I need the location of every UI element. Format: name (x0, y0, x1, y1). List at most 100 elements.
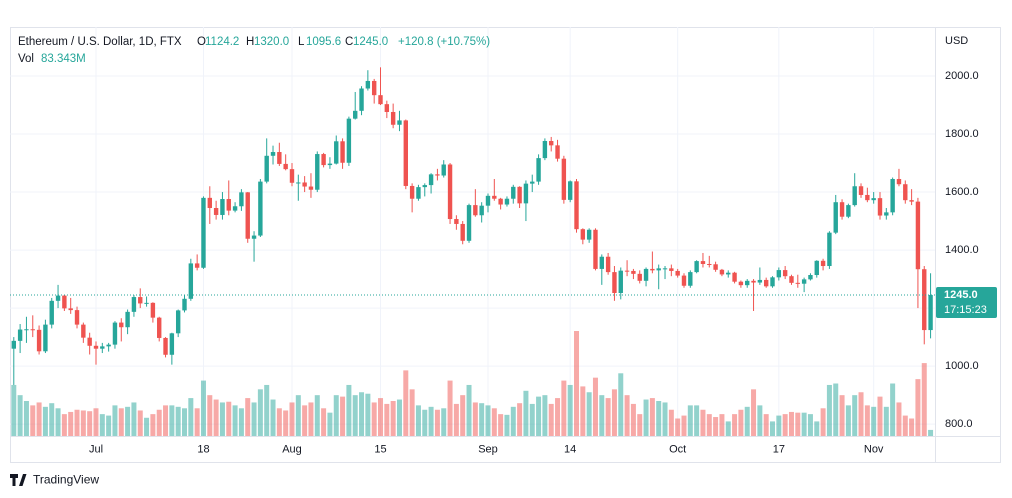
candle-body (643, 268, 649, 281)
volume-bar (264, 384, 270, 436)
candle-body (422, 185, 427, 188)
volume-bar (428, 406, 434, 436)
x-tick-label: Aug (282, 443, 302, 455)
candle-body (245, 192, 250, 239)
candle-body (523, 183, 529, 204)
candle-body (839, 202, 845, 217)
y-tick-label: 1400.0 (945, 244, 979, 256)
candle-body (745, 280, 750, 286)
candle-body (24, 329, 29, 331)
candle-body (416, 187, 421, 199)
volume-bar (694, 405, 700, 436)
candle-body (624, 270, 630, 272)
y-tick-label: 800.0 (945, 418, 973, 430)
y-tick-label: 1600.0 (945, 186, 979, 198)
candle-body (188, 263, 194, 299)
volume-bar (169, 405, 175, 436)
candle-body (144, 302, 149, 304)
candle-body (194, 263, 200, 268)
volume-bar (807, 414, 813, 436)
volume-bar (150, 414, 156, 436)
volume-bar (871, 406, 877, 436)
candle-body (384, 104, 390, 112)
volume-bar (125, 406, 131, 436)
candle-body (511, 186, 516, 199)
volume-bar (11, 384, 17, 436)
candle-body (74, 310, 80, 325)
candle-body (612, 272, 617, 293)
candles (11, 67, 933, 385)
y-tick-label: 1800.0 (945, 128, 979, 140)
candle-body (119, 322, 124, 328)
candle-body (808, 275, 813, 280)
volume-bar (219, 402, 225, 436)
volume-bar (586, 392, 592, 436)
candle-body (150, 302, 156, 318)
volume-bar (270, 399, 276, 436)
candle-body (852, 186, 857, 206)
volume-bar (314, 395, 320, 436)
candle-body (871, 198, 876, 201)
volume-bar (517, 403, 523, 436)
volume-bar (637, 414, 643, 436)
volume-bar (523, 390, 529, 436)
candle-body (662, 268, 668, 270)
volume-bar (175, 406, 181, 436)
x-tick-label: Oct (669, 443, 686, 455)
volume-bar (226, 401, 232, 436)
candle-body (251, 235, 257, 239)
volume-bar (479, 403, 485, 436)
candle-body (909, 200, 914, 202)
candle-body (346, 118, 352, 163)
candle-body (321, 154, 326, 166)
volume-bar (883, 406, 889, 436)
candle-body (865, 194, 870, 201)
candle-body (163, 337, 168, 355)
volume-bar (555, 398, 561, 436)
candle-body (928, 295, 933, 331)
volume-bar (814, 421, 820, 436)
candle-body (55, 295, 61, 301)
brand-logo (10, 474, 27, 486)
candle-body (763, 279, 769, 287)
candle-body (334, 141, 339, 164)
volume-bar (194, 408, 200, 436)
candle-body (694, 261, 699, 273)
candle-body (49, 300, 54, 325)
volume-bar (346, 384, 352, 436)
volume-bar (706, 414, 712, 436)
x-tick-label: Nov (864, 443, 884, 455)
candle-body (62, 295, 67, 309)
volume-bar (472, 402, 478, 436)
candle-body (770, 277, 775, 287)
candle-body (890, 178, 895, 213)
volume-bar (732, 414, 738, 436)
x-tick-label: 18 (197, 443, 209, 455)
candle-body (270, 152, 276, 156)
candle-body (390, 111, 396, 125)
volume-bar (207, 395, 213, 436)
candle-body (801, 279, 807, 284)
volume-bar (485, 405, 491, 436)
candle-body (365, 80, 371, 89)
candle-body (542, 140, 548, 159)
candle-body (492, 195, 497, 199)
ohlc-label: H (246, 36, 254, 48)
candle-body (232, 206, 238, 211)
candle-body (68, 308, 73, 311)
volume-bar (877, 396, 883, 436)
volume-bar (453, 403, 459, 436)
volume-bar (283, 410, 289, 436)
candle-body (726, 272, 731, 275)
volume-bar (662, 402, 668, 436)
volume-bar (776, 415, 782, 436)
candle-body (656, 268, 661, 271)
candle-body (43, 324, 48, 352)
volume-bar (921, 363, 927, 436)
volume-bar (137, 410, 143, 436)
candle-body (593, 229, 598, 269)
change-value: +120.8 (+10.75%) (398, 36, 490, 48)
volume-bar (687, 405, 693, 436)
candle-body (789, 276, 794, 283)
